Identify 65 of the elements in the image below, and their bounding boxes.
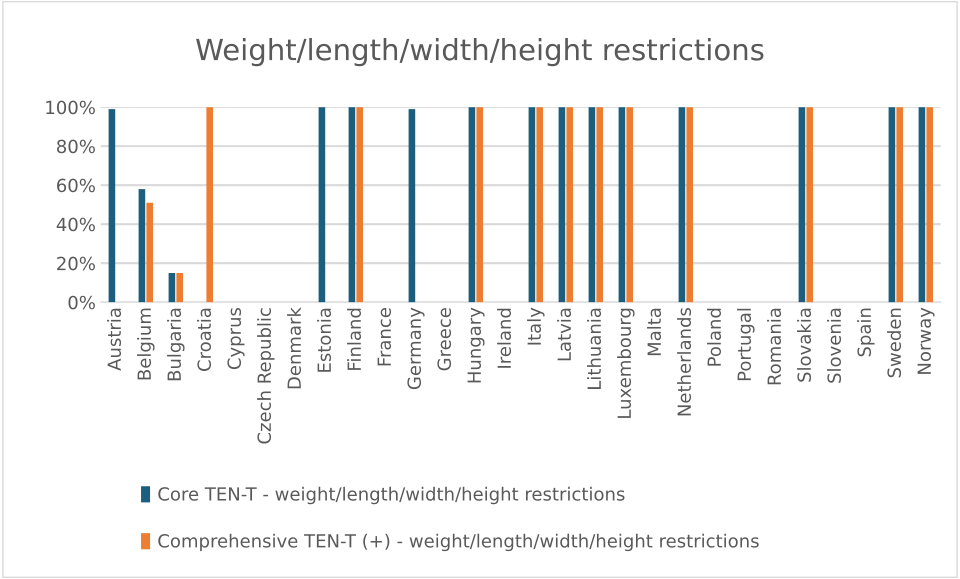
bar — [596, 107, 603, 302]
bar — [918, 107, 926, 302]
y-tick-label: 40% — [56, 218, 95, 232]
bar — [888, 107, 896, 302]
x-tick-label: Hungary — [468, 308, 485, 382]
x-tick-label: Italy — [527, 308, 545, 344]
x-tick-label: Ireland — [497, 308, 512, 368]
x-tick-label: Bulgaria — [167, 308, 185, 380]
x-tick-label: Malta — [647, 308, 662, 356]
bar — [536, 107, 543, 302]
bar — [618, 107, 626, 302]
x-tick-label: Slovakia — [797, 308, 812, 382]
x-tick-label: Germany — [407, 308, 425, 390]
x-tick-label: Lithuania — [587, 308, 602, 389]
x-tick-label: Spain — [857, 308, 875, 356]
bar — [626, 107, 633, 302]
bar — [318, 107, 326, 302]
bar — [348, 107, 356, 302]
x-tick-label: Poland — [707, 308, 722, 366]
chart-title: Weight/length/width/height restrictions — [196, 38, 764, 66]
legend-label: Comprehensive TEN-T (+) - weight/length/width/height restrictions — [158, 534, 759, 552]
x-tick-label: Luxembourg — [617, 308, 635, 418]
bar — [896, 107, 903, 302]
bar — [926, 107, 933, 302]
x-tick-label: Norway — [918, 308, 935, 374]
x-tick-label: Austria — [107, 308, 122, 371]
bar — [798, 107, 806, 302]
bar — [206, 107, 213, 302]
x-tick-label: France — [378, 308, 392, 366]
bar — [558, 107, 566, 302]
bar — [678, 107, 686, 302]
bar — [806, 107, 813, 302]
y-tick-label: 100% — [46, 100, 95, 114]
y-tick-label: 80% — [57, 140, 95, 154]
bar — [566, 107, 573, 302]
x-tick-label: Greece — [437, 308, 452, 370]
bar — [468, 107, 476, 302]
x-tick-label: Estonia — [317, 308, 332, 372]
x-tick-label: Czech Republic — [257, 308, 275, 444]
x-tick-label: Finland — [347, 308, 362, 370]
x-tick-label: Slovenia — [827, 308, 842, 383]
x-tick-label: Latvia — [557, 308, 572, 360]
x-tick-label: Croatia — [197, 308, 212, 371]
x-tick-label: Belgium — [137, 308, 155, 380]
y-tick-label: 0% — [68, 296, 95, 310]
bar — [108, 109, 116, 302]
bar — [146, 202, 153, 302]
x-tick-label: Romania — [767, 308, 782, 384]
bar — [528, 107, 536, 302]
x-tick-label: Sweden — [887, 308, 902, 378]
bar — [356, 107, 363, 302]
legend-label: Core TEN-T - weight/length/width/height restrictions — [158, 486, 624, 504]
x-tick-label: Netherlands — [677, 308, 692, 416]
bar — [408, 109, 416, 302]
bar — [476, 107, 483, 302]
x-tick-label: Denmark — [287, 307, 302, 388]
x-tick-label: Portugal — [737, 308, 755, 380]
bar — [168, 272, 176, 302]
x-tick-label: Cyprus — [227, 308, 245, 370]
bar — [588, 107, 596, 302]
y-tick-label: 20% — [57, 256, 95, 270]
bar — [138, 189, 146, 302]
bar — [176, 272, 183, 302]
bar — [686, 107, 693, 302]
y-tick-label: 60% — [57, 178, 95, 192]
